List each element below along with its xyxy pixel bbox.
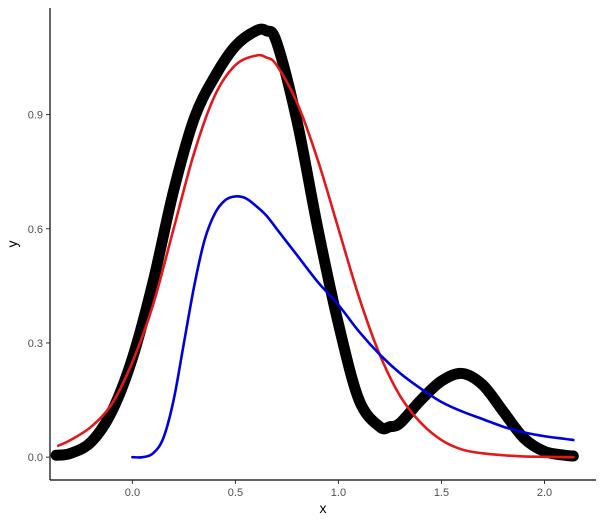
y-tick-label: 0.0 — [28, 452, 43, 464]
x-axis-title: x — [320, 500, 327, 516]
series-line-2 — [56, 53, 575, 459]
series-line-1 — [50, 23, 579, 462]
y-axis-title: y — [4, 241, 20, 248]
y-tick-label: 0.9 — [28, 110, 43, 122]
x-tick-label: 0.5 — [228, 487, 243, 499]
y-ticks: 0.0 0.3 0.6 0.9 — [28, 110, 50, 464]
y-tick-label: 0.6 — [28, 224, 43, 236]
x-ticks: 0.0 0.5 1.0 1.5 2.0 — [125, 480, 552, 499]
y-tick-label: 0.3 — [28, 338, 43, 350]
series-line-3 — [131, 195, 575, 459]
x-tick-label: 0.0 — [125, 487, 140, 499]
x-tick-label: 1.0 — [331, 487, 346, 499]
x-tick-label: 2.0 — [537, 487, 552, 499]
series-layer — [50, 23, 579, 462]
x-tick-label: 1.5 — [434, 487, 449, 499]
